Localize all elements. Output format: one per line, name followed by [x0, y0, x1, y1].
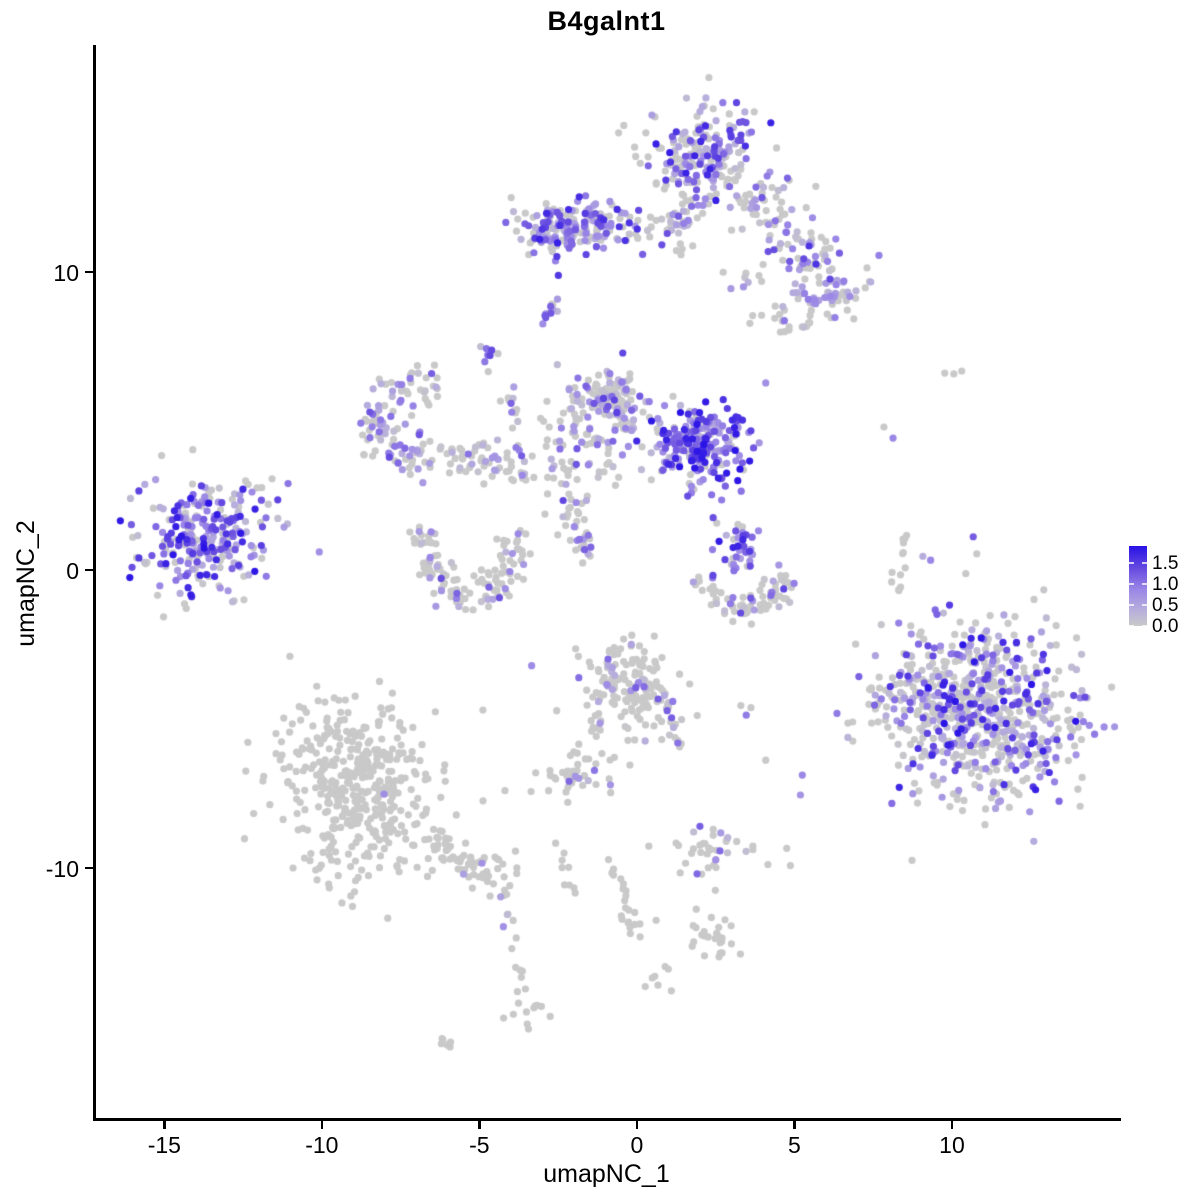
y-axis-label: umapNC_2	[12, 520, 40, 647]
legend-tick-label: 1.5	[1152, 552, 1179, 574]
legend-tick-mark	[1142, 582, 1147, 585]
y-tick-label: 0	[66, 558, 79, 585]
legend-tick-mark	[1142, 603, 1147, 606]
legend-tick-mark	[1129, 582, 1134, 585]
legend-tick-label: 0.0	[1152, 616, 1179, 637]
x-tick-label: 5	[788, 1132, 801, 1158]
legend-tick-label: 0.5	[1152, 594, 1179, 616]
x-tick-mark	[950, 1121, 954, 1129]
legend-tick-label: 1.0	[1152, 573, 1179, 595]
x-tick-label: 0	[630, 1132, 644, 1158]
x-tick-label: 10	[939, 1132, 965, 1158]
x-tick-label: -15	[147, 1132, 181, 1158]
y-axis-line	[93, 45, 96, 1121]
legend-tick-mark	[1129, 625, 1134, 627]
y-tick-mark	[85, 568, 93, 572]
legend-tick-mark	[1142, 625, 1147, 627]
y-tick-mark	[85, 270, 93, 274]
x-axis-line	[93, 1118, 1121, 1121]
legend-gradient-bar	[1129, 546, 1147, 627]
y-tick-mark	[85, 866, 93, 870]
x-tick-mark	[320, 1121, 324, 1129]
y-tick-label: -10	[45, 856, 79, 882]
legend-tick-mark	[1129, 561, 1134, 564]
plot-title: B4galnt1	[547, 6, 666, 36]
legend-tick-mark	[1129, 603, 1134, 606]
x-tick-label: -10	[305, 1132, 339, 1158]
x-tick-label: -5	[469, 1132, 490, 1158]
x-tick-mark	[163, 1121, 166, 1129]
y-tick-label: 10	[53, 260, 79, 287]
x-tick-mark	[635, 1121, 639, 1129]
x-tick-mark	[793, 1121, 796, 1129]
expression-legend: 1.5 1.0 0.5 0.0	[1129, 546, 1199, 636]
x-tick-mark	[478, 1121, 481, 1129]
legend-tick-mark	[1142, 561, 1147, 564]
x-axis-label: umapNC_1	[543, 1160, 670, 1188]
